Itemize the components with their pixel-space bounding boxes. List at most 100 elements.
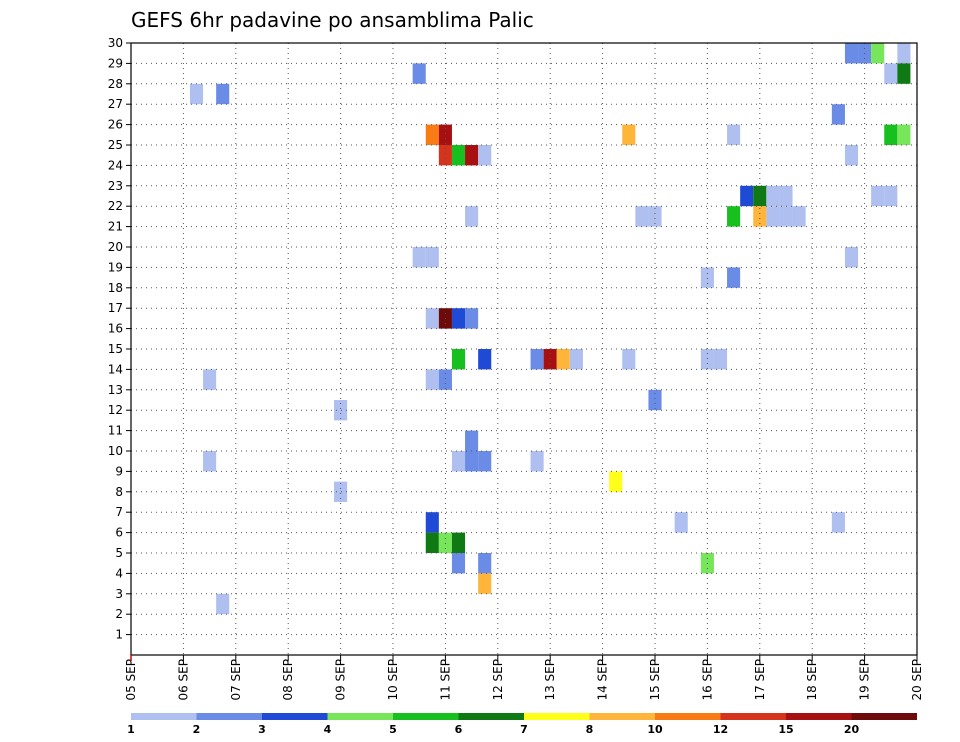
y-tick-label: 6 xyxy=(115,526,123,540)
cell-68 xyxy=(897,43,911,64)
colorbar-segment xyxy=(524,713,590,720)
cell-3 xyxy=(203,451,217,472)
x-tick-label: 17 SEP xyxy=(753,659,767,701)
cell-27 xyxy=(465,451,479,472)
y-tick-label: 11 xyxy=(108,424,123,438)
cell-52 xyxy=(727,124,741,145)
y-tick-label: 3 xyxy=(115,587,123,601)
y-tick-label: 7 xyxy=(115,505,123,519)
cell-63 xyxy=(831,104,845,125)
cell-70 xyxy=(844,247,859,268)
cell-59 xyxy=(753,206,767,227)
y-tick-label: 18 xyxy=(108,281,123,295)
cell-71 xyxy=(884,63,898,84)
cell-74 xyxy=(897,124,911,145)
cell-13 xyxy=(451,145,466,166)
cell-35 xyxy=(478,573,492,594)
colorbar-label: 5 xyxy=(389,723,397,736)
colorbar-segment xyxy=(458,713,524,720)
cell-60 xyxy=(766,206,780,227)
x-tick-label: 12 SEP xyxy=(491,659,505,701)
cell-57 xyxy=(766,185,780,207)
cell-40 xyxy=(569,349,583,370)
y-tick-label: 13 xyxy=(108,383,123,397)
cell-47 xyxy=(674,512,688,533)
y-tick-label: 5 xyxy=(115,546,123,560)
colorbar-label: 20 xyxy=(844,723,860,736)
x-tick-label: 16 SEP xyxy=(700,659,714,701)
colorbar-segment xyxy=(393,713,459,720)
y-tick-label: 25 xyxy=(108,138,123,152)
colorbar-segment xyxy=(131,713,197,720)
y-tick-label: 26 xyxy=(108,118,123,132)
cell-55 xyxy=(740,185,754,207)
cell-24 xyxy=(438,369,452,390)
cell-41 xyxy=(609,471,623,492)
cell-76 xyxy=(884,185,898,207)
cells-layer xyxy=(189,43,911,615)
y-tick-label: 15 xyxy=(108,342,123,356)
x-tick-label: 15 SEP xyxy=(648,659,662,701)
colorbar-segment xyxy=(786,713,852,720)
x-tick-label: 07 SEP xyxy=(229,659,243,701)
y-tick-label: 19 xyxy=(108,260,123,274)
x-tick-label: 10 SEP xyxy=(386,659,400,701)
cell-75 xyxy=(871,185,885,207)
y-tick-label: 22 xyxy=(108,199,123,213)
y-tick-label: 16 xyxy=(108,322,123,336)
cell-49 xyxy=(713,349,728,370)
cell-0 xyxy=(189,83,204,105)
y-tick-label: 9 xyxy=(115,464,123,478)
cell-46 xyxy=(648,389,662,411)
y-tick-label: 20 xyxy=(108,240,123,254)
chart-title: GEFS 6hr padavine po ansamblima Palic xyxy=(131,8,534,32)
y-tick-label: 10 xyxy=(108,444,123,458)
cell-33 xyxy=(451,553,466,574)
cell-5 xyxy=(334,400,348,421)
cell-17 xyxy=(425,308,439,329)
cell-23 xyxy=(425,369,439,390)
colorbar-label: 12 xyxy=(713,723,728,736)
y-tick-label: 29 xyxy=(108,56,123,70)
cell-58 xyxy=(779,185,793,207)
cell-6 xyxy=(334,481,348,502)
y-tick-label: 17 xyxy=(108,301,123,315)
x-tick-label: 08 SEP xyxy=(281,659,295,701)
cell-44 xyxy=(635,206,649,227)
y-tick-label: 4 xyxy=(115,566,123,580)
cell-20 xyxy=(465,308,479,329)
x-axis: 05 SEP 06 SEP 07 SEP 08 SEP 09 SEP 10 SEP 11 S… xyxy=(124,655,924,701)
cell-67 xyxy=(871,43,885,64)
colorbar-label: 1 xyxy=(127,723,135,736)
y-tick-label: 14 xyxy=(108,362,123,376)
cell-48 xyxy=(700,349,714,370)
x-tick-label: 20 SEP xyxy=(910,659,924,701)
y-tick-label: 1 xyxy=(115,628,123,642)
x-tick-label: 14 SEP xyxy=(596,659,610,701)
y-tick-label: 2 xyxy=(115,607,123,621)
cell-12 xyxy=(438,145,452,166)
cell-37 xyxy=(530,349,544,370)
cell-30 xyxy=(425,532,439,553)
x-tick-label: 09 SEP xyxy=(334,659,348,701)
cell-43 xyxy=(622,349,636,370)
grid-layer xyxy=(131,43,917,655)
y-tick-label: 8 xyxy=(115,485,123,499)
colorbar-label: 2 xyxy=(193,723,201,736)
cell-54 xyxy=(727,267,741,288)
colorbar-segment xyxy=(327,713,393,720)
plot-frame xyxy=(130,42,918,656)
colorbar-label: 3 xyxy=(258,723,266,736)
y-tick-label: 27 xyxy=(108,97,123,111)
cell-32 xyxy=(451,532,466,553)
cell-1 xyxy=(216,83,230,105)
cell-31 xyxy=(438,532,452,553)
colorbar-segment xyxy=(720,713,786,720)
cell-19 xyxy=(451,308,466,329)
cell-61 xyxy=(779,206,793,227)
cell-62 xyxy=(792,206,806,227)
colorbar-label: 4 xyxy=(324,723,332,736)
cell-38 xyxy=(543,349,557,370)
y-tick-label: 23 xyxy=(108,179,123,193)
colorbar-segment xyxy=(655,713,721,720)
